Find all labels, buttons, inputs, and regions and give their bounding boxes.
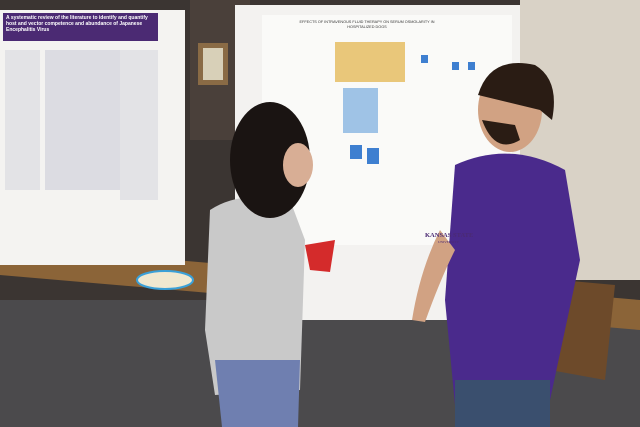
person-left-shirt: [205, 196, 305, 395]
poster-title: A systematic review of the literature to…: [6, 15, 148, 33]
poster-right-table: [343, 88, 378, 133]
poster-left-column: [120, 50, 158, 200]
logo: KANSAS STATE: [425, 232, 474, 239]
poster-left-column: [45, 50, 120, 190]
red-cup: [305, 240, 335, 272]
poster-right-figure: [350, 145, 362, 159]
logo-subtitle: UNIVERSITY: [438, 240, 459, 244]
person-right-arm: [412, 230, 455, 322]
person-left-hair: [230, 102, 310, 218]
poster-right-figure: [367, 148, 379, 164]
poster-left-column: [5, 50, 40, 190]
poster-right-figure: [452, 62, 459, 70]
person-left-skirt: [215, 360, 300, 427]
person-right-shirt: [445, 153, 580, 405]
poster-right-figure: [468, 62, 475, 70]
person-right-beard: [482, 120, 520, 145]
person-left-face: [283, 143, 313, 187]
poster-title: EFFECTS OF INTRAVENOUS FLUID THERAPY ON …: [299, 20, 435, 29]
person-right-jeans: [455, 380, 550, 427]
person-right-hair: [478, 63, 554, 120]
poster-right-table: [335, 42, 405, 82]
poster-left-header: [3, 13, 158, 41]
plate: [136, 270, 194, 290]
frame-inner: [203, 48, 223, 80]
poster-right-figure: [421, 55, 428, 63]
